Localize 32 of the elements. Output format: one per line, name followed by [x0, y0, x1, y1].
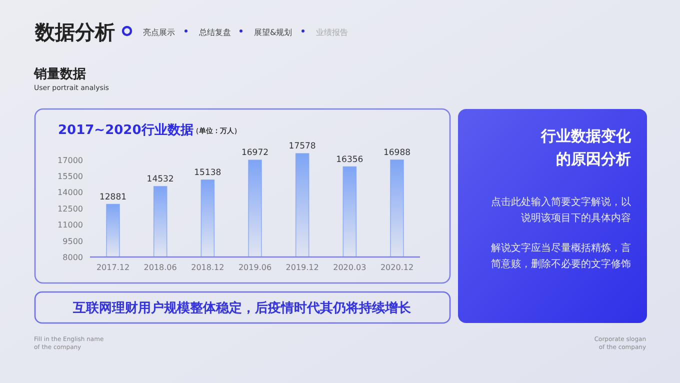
- text: 点击此处输入简要文字解说，以说明该项目下的具体内容: [491, 196, 631, 224]
- text: 总结复盘: [198, 28, 231, 37]
- y-tick-label: 14000: [58, 188, 83, 198]
- text: 展望&规划: [254, 28, 292, 37]
- y-tick-label: 17000: [58, 156, 83, 165]
- data-label: 16988: [383, 148, 411, 158]
- text: 行业数据变化的原因分析: [540, 127, 632, 168]
- chart-title: 2017~2020行业数据: [58, 123, 194, 138]
- text: 互联网理财用户规模整体稳定，后疫情时代其仍将持续增长: [72, 300, 412, 316]
- data-label: 17578: [288, 142, 316, 152]
- data-label: 16356: [336, 154, 364, 165]
- x-tick-label: 2019.06: [238, 263, 272, 272]
- data-label: 15138: [194, 168, 222, 178]
- y-tick-label: 9500: [62, 236, 83, 246]
- y-tick-label: 11000: [58, 220, 83, 230]
- x-tick-label: 2018.12: [191, 263, 224, 272]
- x-tick-label: 2018.06: [144, 263, 177, 272]
- text: 亮点展示: [143, 28, 175, 37]
- x-tick-label: 2020.03: [333, 263, 366, 272]
- x-tick-label: 2020.12: [380, 263, 414, 272]
- data-label: 12881: [99, 192, 127, 202]
- data-label: 16972: [241, 148, 269, 158]
- y-tick-label: 15500: [58, 172, 83, 181]
- text: 数据分析: [34, 20, 115, 44]
- data-label: 14532: [146, 174, 174, 184]
- x-tick-label: 2019.12: [286, 263, 319, 272]
- text: 解说文字应当尽量概括精炼，言简意赅，删除不必要的文字修饰: [491, 242, 631, 270]
- y-tick-label: 8000: [62, 253, 83, 262]
- y-tick-label: 12500: [58, 204, 83, 214]
- text: 销量数据: [33, 67, 86, 82]
- text: 业绩报告: [316, 28, 348, 37]
- x-tick-label: 2017.12: [96, 263, 130, 272]
